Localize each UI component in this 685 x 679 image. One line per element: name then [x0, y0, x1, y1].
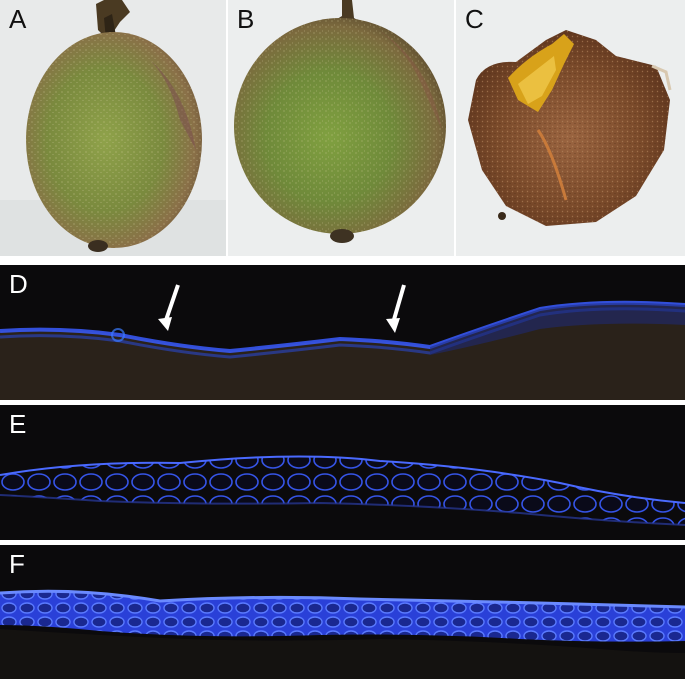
- cell-layer: [0, 456, 685, 525]
- arrow-icon: [158, 284, 180, 331]
- photo-panel-a: A: [0, 0, 226, 256]
- micrograph-panel-d: D: [0, 265, 685, 400]
- photo-panel-b: B: [228, 0, 454, 256]
- photo-panel-c: C: [456, 0, 685, 256]
- kiwiberry-photo-c: [456, 0, 685, 256]
- kiwiberry-photo-a: [0, 0, 226, 256]
- arrow-icon: [386, 284, 406, 333]
- fluorescence-micrograph-f: [0, 545, 685, 679]
- panel-label-d: D: [9, 269, 28, 299]
- panel-label-b: B: [237, 4, 255, 34]
- panel-label-f: F: [9, 549, 25, 579]
- panel-label-e: E: [9, 409, 27, 439]
- kiwiberry-photo-b: [228, 0, 454, 256]
- micrograph-panel-e: E: [0, 405, 685, 540]
- fluorescence-micrograph-d: [0, 265, 685, 400]
- panel-label-c: C: [465, 4, 484, 34]
- micrograph-panel-f: F: [0, 545, 685, 679]
- fluorescence-micrograph-e: [0, 405, 685, 540]
- panel-label-a: A: [9, 4, 27, 34]
